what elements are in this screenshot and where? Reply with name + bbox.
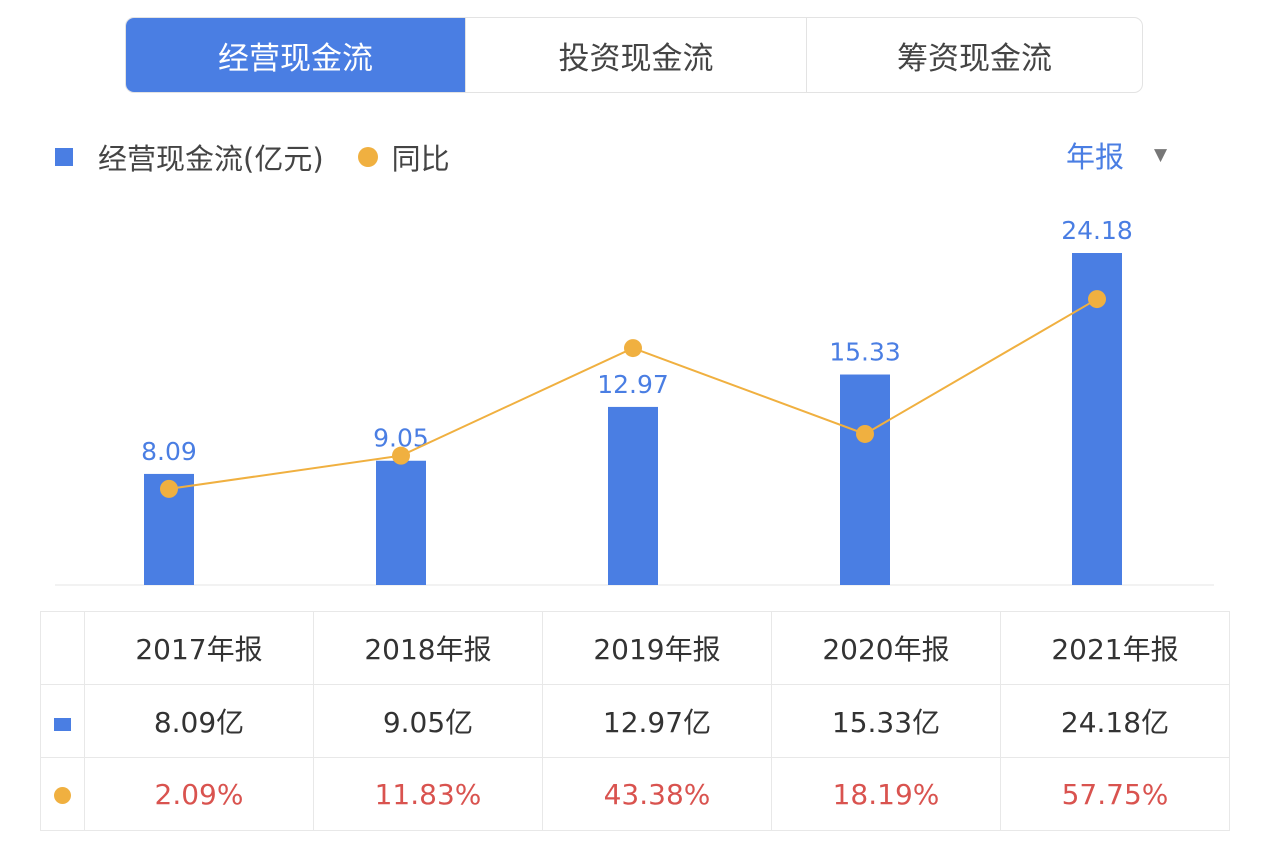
- yoy-point: [392, 446, 410, 465]
- yoy-point: [856, 424, 874, 443]
- period-selector[interactable]: 年报 ▼: [1066, 134, 1167, 176]
- bar-marker-icon: [54, 717, 71, 731]
- bar: [608, 406, 658, 585]
- legend-bar-label: 经营现金流(亿元): [98, 142, 324, 176]
- line-marker-icon: [54, 786, 71, 804]
- yoy-point: [624, 339, 642, 358]
- tab-operating-cashflow[interactable]: 经营现金流: [126, 18, 465, 92]
- table-cell: 2.09%: [84, 757, 314, 831]
- table-header: 2017年报: [84, 611, 314, 685]
- bar: [840, 374, 890, 585]
- table-row-value: 8.09亿 9.05亿 12.97亿 15.33亿 24.18亿: [40, 684, 1230, 758]
- table-header: 2020年报: [771, 611, 1001, 685]
- table-header: 2019年报: [542, 611, 772, 685]
- period-label: 年报: [1066, 140, 1125, 174]
- table-cell: 43.38%: [542, 757, 772, 831]
- table-cell: 18.19%: [771, 757, 1001, 831]
- table-cell: 9.05亿: [313, 684, 543, 758]
- table-cell: 15.33亿: [771, 684, 1001, 758]
- table-cell: 11.83%: [313, 757, 543, 831]
- table-cell: 24.18亿: [1000, 684, 1230, 758]
- bar-value-label: 15.33: [829, 338, 901, 367]
- bar-value-label: 8.09: [141, 437, 197, 466]
- bar-value-label: 12.97: [597, 370, 669, 399]
- chart-legend: 经营现金流(亿元) 同比: [55, 136, 450, 178]
- table-cell: 12.97亿: [542, 684, 772, 758]
- table-header-row: 2017年报 2018年报 2019年报 2020年报 2021年报: [40, 611, 1230, 685]
- table-cell: 8.09亿: [84, 684, 314, 758]
- table-header: 2021年报: [1000, 611, 1230, 685]
- bar-marker: [40, 684, 85, 758]
- table-cell: 57.75%: [1000, 757, 1230, 831]
- bar-legend-icon: [55, 148, 73, 166]
- caret-down-icon: ▼: [1154, 145, 1168, 165]
- table-corner: [40, 611, 85, 685]
- bar-value-label: 24.18: [1061, 216, 1133, 245]
- line-marker: [40, 757, 85, 831]
- tab-financing-cashflow[interactable]: 筹资现金流: [806, 18, 1142, 92]
- yoy-point: [1088, 290, 1106, 309]
- tab-investing-cashflow[interactable]: 投资现金流: [465, 18, 806, 92]
- table-header: 2018年报: [313, 611, 543, 685]
- bar: [376, 460, 426, 585]
- line-legend-icon: [357, 147, 378, 167]
- legend-line-label: 同比: [391, 142, 450, 176]
- cashflow-tabs: 经营现金流 投资现金流 筹资现金流: [125, 17, 1143, 93]
- yoy-point: [160, 479, 178, 498]
- data-table: 2017年报 2018年报 2019年报 2020年报 2021年报 8.09亿…: [40, 611, 1230, 831]
- table-row-yoy: 2.09% 11.83% 43.38% 18.19% 57.75%: [40, 757, 1230, 831]
